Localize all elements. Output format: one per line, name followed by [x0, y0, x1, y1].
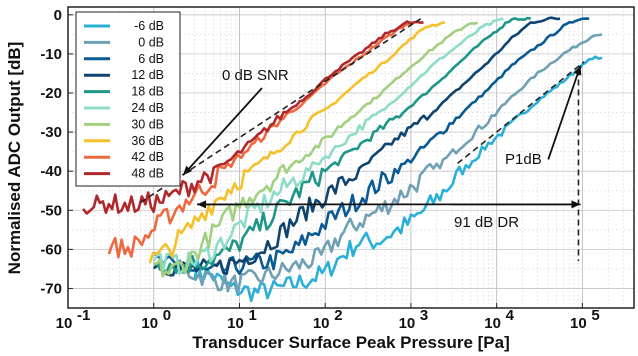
legend-label: 0 dB — [138, 35, 164, 49]
y-tick-label: -20 — [40, 85, 62, 102]
y-tick-label: -50 — [40, 202, 62, 219]
x-tick-label: 10 — [313, 315, 330, 332]
snr-arrow-shaft — [182, 87, 263, 176]
legend: -6 dB 0 dB 6 dB 12 dB 18 dB 24 dB 30 dB 36 dB 42… — [75, 11, 181, 187]
snr-annotation: 0 dB SNR — [222, 67, 289, 84]
y-tick-label: -60 — [40, 241, 62, 258]
series-line — [193, 55, 603, 303]
legend-label: 48 dB — [131, 167, 164, 181]
x-tick-label: 10 — [56, 315, 73, 332]
series-line — [152, 17, 590, 275]
x-tick-label: 10 — [484, 315, 501, 332]
plot-area — [82, 16, 603, 303]
legend-label: 36 dB — [131, 134, 164, 148]
x-tick-exponent: 5 — [591, 307, 599, 324]
legend-label: 12 dB — [131, 68, 164, 82]
y-tick-label: -70 — [40, 280, 62, 297]
legend-label: 42 dB — [131, 150, 164, 164]
snr-arrow-head — [183, 165, 193, 176]
series-line — [148, 21, 446, 264]
series-line — [152, 16, 561, 277]
x-axis-ticks: 10 -1 10 0 10 1 10 2 10 3 10 4 10 5 — [56, 303, 600, 332]
annotation-lines — [140, 18, 585, 262]
x-tick-exponent: 2 — [334, 307, 342, 324]
y-tick-label: -40 — [40, 163, 62, 180]
series-line — [178, 33, 603, 294]
y-tick-label: -30 — [40, 124, 62, 141]
p1db-fit-line — [457, 61, 585, 164]
x-tick-label: 10 — [570, 315, 587, 332]
x-tick-exponent: 1 — [248, 307, 256, 324]
y-tick-label: 0 — [54, 7, 62, 24]
series-line — [152, 17, 504, 275]
legend-box — [75, 11, 181, 187]
p1db-annotation: P1dB — [505, 151, 542, 168]
p1db-arrow-shaft — [547, 65, 582, 160]
series-layer — [82, 16, 603, 303]
legend-label: -6 dB — [134, 19, 164, 33]
legend-label: 6 dB — [138, 52, 164, 66]
legend-label: 30 dB — [131, 117, 164, 131]
x-tick-label: 10 — [141, 315, 158, 332]
plot-frame — [67, 6, 635, 309]
x-tick-exponent: 3 — [420, 307, 428, 324]
series-line — [153, 16, 532, 275]
x-tick-exponent: -1 — [77, 307, 90, 324]
snr-fit-line — [140, 18, 422, 204]
x-tick-label: 10 — [399, 315, 416, 332]
x-tick-exponent: 0 — [163, 307, 171, 324]
x-axis-title: Transducer Surface Peak Pressure [Pa] — [192, 333, 510, 352]
series-line — [82, 20, 424, 215]
y-tick-label: -10 — [40, 46, 62, 63]
y-axis-title: Normalised ADC Output [dB] — [5, 42, 24, 275]
series-line — [107, 21, 412, 259]
legend-label: 18 dB — [131, 85, 164, 99]
legend-label: 24 dB — [131, 101, 164, 115]
x-tick-exponent: 4 — [506, 307, 515, 324]
x-tick-label: 10 — [227, 315, 244, 332]
dr-annotation: 91 dB DR — [454, 214, 519, 231]
p1db-arrow-head — [573, 65, 582, 76]
y-axis-ticks: 0 -10 -20 -30 -40 -50 -60 -70 — [40, 7, 73, 297]
series-line — [153, 21, 478, 278]
